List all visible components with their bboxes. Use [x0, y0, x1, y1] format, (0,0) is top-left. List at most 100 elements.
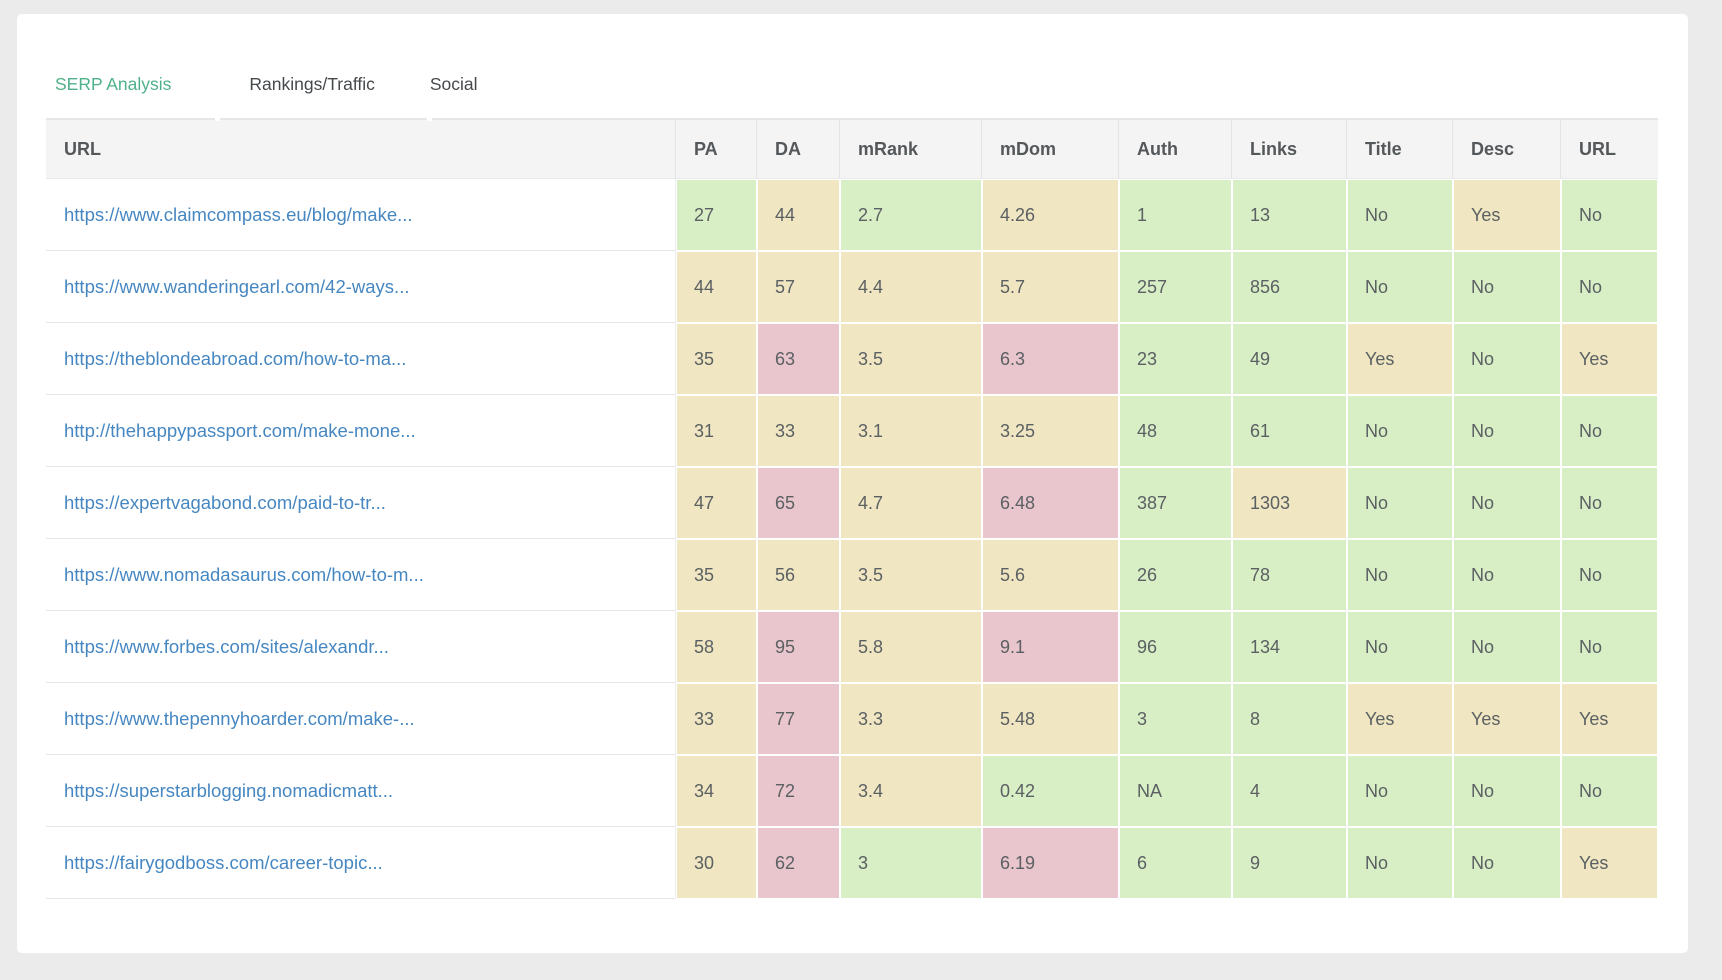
metric-value: 6.19 [983, 828, 1118, 898]
metric-cell-mdom: 6.48 [982, 467, 1119, 539]
metric-cell-links: 4 [1232, 755, 1347, 827]
metric-cell-desc: No [1453, 539, 1561, 611]
result-url-link[interactable]: https://www.claimcompass.eu/blog/make... [64, 203, 413, 225]
metric-cell-da: 65 [757, 467, 840, 539]
metric-value: 856 [1233, 252, 1346, 322]
metric-cell-mdom: 9.1 [982, 611, 1119, 683]
result-url-link[interactable]: https://www.forbes.com/sites/alexandr... [64, 635, 389, 657]
metric-value: 58 [677, 612, 756, 682]
url-cell: https://fairygodboss.com/career-topic... [46, 827, 676, 899]
metric-cell-title: Yes [1347, 683, 1453, 755]
metric-value: 33 [677, 684, 756, 754]
url-cell: https://www.wanderingearl.com/42-ways... [46, 251, 676, 323]
metric-value: No [1454, 396, 1560, 466]
metric-cell-desc: No [1453, 755, 1561, 827]
metric-cell-title: No [1347, 827, 1453, 899]
metric-value: 57 [758, 252, 839, 322]
metric-value: 61 [1233, 396, 1346, 466]
table-row: https://www.thepennyhoarder.com/make-...… [46, 683, 1658, 755]
table-header-row: URL PA DA mRank mDom Auth Links Title De… [46, 118, 1658, 179]
metric-cell-pa: 27 [676, 179, 757, 251]
column-header-links[interactable]: Links [1232, 118, 1347, 179]
metric-cell-title: No [1347, 251, 1453, 323]
metric-cell-links: 134 [1232, 611, 1347, 683]
result-url-link[interactable]: https://superstarblogging.nomadicmatt... [64, 779, 394, 801]
metric-value: No [1348, 180, 1452, 250]
metric-cell-desc: No [1453, 323, 1561, 395]
metric-cell-mrank: 2.7 [840, 179, 982, 251]
tab-social[interactable]: Social [429, 74, 478, 94]
metric-cell-links: 49 [1232, 323, 1347, 395]
metric-cell-mrank: 3.5 [840, 539, 982, 611]
metric-cell-mdom: 0.42 [982, 755, 1119, 827]
metric-cell-auth: 387 [1119, 467, 1232, 539]
metric-cell-mdom: 6.19 [982, 827, 1119, 899]
metric-cell-mrank: 4.7 [840, 467, 982, 539]
metric-value: 72 [758, 756, 839, 826]
result-url-link[interactable]: https://www.wanderingearl.com/42-ways... [64, 275, 410, 297]
metric-cell-mrank: 3.4 [840, 755, 982, 827]
metric-value: 0.42 [983, 756, 1118, 826]
metric-cell-mrank: 3.3 [840, 683, 982, 755]
result-url-link[interactable]: https://fairygodboss.com/career-topic... [64, 851, 383, 873]
metric-cell-url: Yes [1561, 827, 1658, 899]
result-url-link[interactable]: https://www.nomadasaurus.com/how-to-m... [64, 563, 424, 585]
table-row: https://www.claimcompass.eu/blog/make...… [46, 179, 1658, 251]
metric-cell-mdom: 4.26 [982, 179, 1119, 251]
metric-cell-da: 44 [757, 179, 840, 251]
metric-cell-auth: 1 [1119, 179, 1232, 251]
metric-cell-desc: Yes [1453, 179, 1561, 251]
metric-cell-pa: 31 [676, 395, 757, 467]
result-url-link[interactable]: https://expertvagabond.com/paid-to-tr... [64, 491, 386, 513]
metric-cell-url: Yes [1561, 683, 1658, 755]
column-header-title[interactable]: Title [1347, 118, 1453, 179]
column-header-mdom[interactable]: mDom [982, 118, 1119, 179]
column-header-mrank[interactable]: mRank [840, 118, 982, 179]
metric-cell-mdom: 5.48 [982, 683, 1119, 755]
metric-cell-title: No [1347, 611, 1453, 683]
metric-cell-url: No [1561, 179, 1658, 251]
url-cell: https://expertvagabond.com/paid-to-tr... [46, 467, 676, 539]
serp-results-table: URL PA DA mRank mDom Auth Links Title De… [46, 118, 1658, 899]
metric-value: No [1562, 540, 1657, 610]
metric-value: 9.1 [983, 612, 1118, 682]
metric-cell-mdom: 5.6 [982, 539, 1119, 611]
metric-value: 26 [1120, 540, 1231, 610]
metric-value: 9 [1233, 828, 1346, 898]
result-url-link[interactable]: https://theblondeabroad.com/how-to-ma... [64, 347, 407, 369]
metric-value: 257 [1120, 252, 1231, 322]
metric-cell-links: 9 [1232, 827, 1347, 899]
column-header-url-flag[interactable]: URL [1561, 118, 1658, 179]
column-header-da[interactable]: DA [757, 118, 840, 179]
column-header-pa[interactable]: PA [676, 118, 757, 179]
metric-value: 35 [677, 324, 756, 394]
metric-cell-title: No [1347, 467, 1453, 539]
tab-serp-analysis[interactable]: SERP Analysis [55, 74, 172, 94]
column-header-url[interactable]: URL [46, 118, 676, 179]
metric-cell-links: 78 [1232, 539, 1347, 611]
metric-value: No [1454, 612, 1560, 682]
metric-cell-auth: 26 [1119, 539, 1232, 611]
result-url-link[interactable]: http://thehappypassport.com/make-mone... [64, 419, 416, 441]
metric-cell-pa: 47 [676, 467, 757, 539]
metric-value: 1 [1120, 180, 1231, 250]
metric-value: 33 [758, 396, 839, 466]
metric-value: 13 [1233, 180, 1346, 250]
metric-value: 6.48 [983, 468, 1118, 538]
metric-value: No [1562, 396, 1657, 466]
metric-cell-mdom: 6.3 [982, 323, 1119, 395]
result-url-link[interactable]: https://www.thepennyhoarder.com/make-... [64, 707, 415, 729]
column-header-auth[interactable]: Auth [1119, 118, 1232, 179]
url-cell: https://superstarblogging.nomadicmatt... [46, 755, 676, 827]
metric-cell-url: No [1561, 539, 1658, 611]
metric-cell-title: No [1347, 755, 1453, 827]
column-header-desc[interactable]: Desc [1453, 118, 1561, 179]
metric-cell-links: 13 [1232, 179, 1347, 251]
table-row: https://www.wanderingearl.com/42-ways...… [46, 251, 1658, 323]
metric-value: 5.6 [983, 540, 1118, 610]
metric-value: 65 [758, 468, 839, 538]
metric-cell-url: No [1561, 251, 1658, 323]
url-cell: https://www.nomadasaurus.com/how-to-m... [46, 539, 676, 611]
tab-rankings-traffic[interactable]: Rankings/Traffic [249, 74, 375, 94]
metric-value: 3.5 [841, 324, 981, 394]
